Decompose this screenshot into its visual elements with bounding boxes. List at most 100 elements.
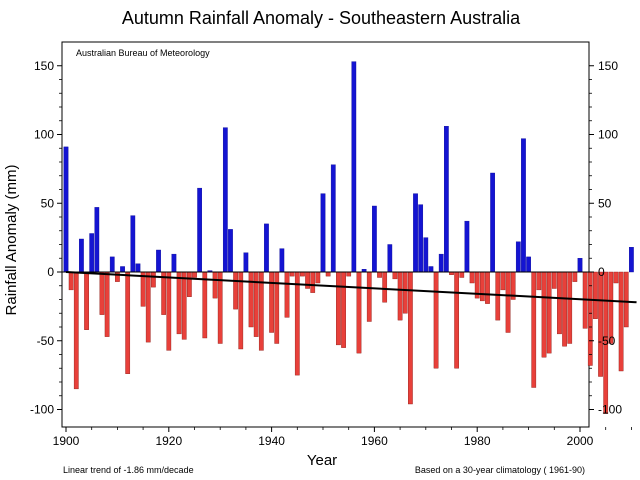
- bar-1948: [310, 271, 316, 293]
- bar-1955: [346, 271, 352, 277]
- bar-1969: [418, 204, 424, 273]
- chart-title: Autumn Rainfall Anomaly - Southeastern A…: [122, 8, 521, 28]
- bar-1984: [495, 271, 501, 321]
- y-tick-label-right: -100: [598, 403, 622, 417]
- bar-1993: [541, 271, 547, 358]
- bar-2009: [623, 271, 629, 328]
- bar-1938: [258, 271, 264, 351]
- bar-1988: [515, 241, 521, 273]
- x-tick-label: 1980: [464, 434, 491, 448]
- bar-2000: [577, 258, 583, 273]
- bar-1952: [330, 164, 336, 273]
- bar-1945: [294, 271, 300, 376]
- bar-1901: [68, 271, 74, 291]
- bar-1960: [372, 205, 377, 273]
- x-tick-label: 2000: [567, 434, 594, 448]
- bar-1966: [402, 271, 408, 314]
- bar-1953: [336, 271, 341, 346]
- bar-1931: [222, 127, 228, 273]
- bar-1983: [490, 172, 495, 273]
- bar-1934: [238, 271, 244, 350]
- bar-1912: [125, 271, 131, 374]
- bar-1929: [212, 271, 218, 299]
- plot-frame: [61, 41, 590, 428]
- y-axis-title: Rainfall Anomaly (mm): [3, 165, 20, 316]
- bar-1967: [408, 271, 413, 405]
- y-tick-label-left: -50: [37, 334, 55, 348]
- bar-1919: [161, 271, 167, 315]
- bar-1979: [469, 271, 475, 284]
- bar-1965: [397, 271, 403, 321]
- trend-note: Linear trend of -1.86 mm/decade: [63, 465, 194, 475]
- bar-1972: [433, 271, 439, 369]
- bar-2003: [593, 271, 598, 319]
- bar-1971: [428, 266, 434, 273]
- bar-1963: [387, 244, 393, 273]
- bar-1902: [73, 271, 79, 390]
- bar-1918: [156, 249, 161, 273]
- bar-1906: [94, 207, 100, 273]
- bar-1999: [572, 271, 578, 282]
- bar-1976: [454, 271, 460, 369]
- bar-1951: [325, 271, 331, 277]
- source-label: Australian Bureau of Meteorology: [76, 48, 210, 58]
- y-tick-label-left: 0: [47, 265, 54, 279]
- bar-1909: [109, 256, 115, 273]
- bar-2010: [629, 247, 634, 273]
- bar-1989: [521, 138, 526, 273]
- bar-1996: [557, 271, 562, 335]
- climatology-note: Based on a 30-year climatology ( 1961-90…: [415, 465, 585, 475]
- bar-1947: [305, 271, 310, 289]
- bar-1956: [351, 61, 357, 273]
- bar-1977: [459, 271, 465, 278]
- bar-1997: [562, 271, 567, 347]
- bar-1998: [567, 271, 573, 344]
- y-tick-label-left: 150: [34, 59, 54, 73]
- bar-1900: [63, 146, 69, 273]
- bar-1978: [464, 220, 470, 273]
- bar-1949: [315, 271, 321, 284]
- bar-1925: [192, 271, 197, 278]
- bar-1905: [89, 233, 95, 273]
- bar-1961: [377, 271, 382, 278]
- bar-1991: [531, 271, 537, 388]
- bar-1973: [438, 253, 444, 273]
- y-tick-label-left: 100: [34, 128, 54, 142]
- bar-1935: [243, 252, 249, 273]
- bar-1962: [382, 271, 388, 303]
- bar-1946: [300, 271, 305, 277]
- bar-2007: [613, 271, 619, 284]
- bar-1982: [485, 271, 490, 304]
- bar-1943: [284, 271, 290, 318]
- bar-1994: [546, 271, 552, 354]
- bar-1920: [166, 271, 172, 351]
- bar-1907: [99, 271, 105, 315]
- y-tick-label-right: 50: [598, 196, 612, 210]
- x-tick-label: 1940: [258, 434, 285, 448]
- trend-layer: [65, 271, 637, 304]
- bar-1916: [145, 271, 151, 343]
- bar-1995: [551, 271, 557, 289]
- bar-1970: [423, 237, 429, 273]
- bar-1990: [526, 256, 531, 273]
- bar-1936: [248, 271, 254, 328]
- x-tick-label: 1900: [53, 434, 80, 448]
- bar-1992: [536, 271, 542, 291]
- bar-1923: [181, 271, 187, 340]
- bar-1921: [171, 253, 177, 273]
- bar-1954: [341, 271, 346, 348]
- bar-1910: [115, 271, 120, 282]
- bar-1974: [444, 126, 449, 273]
- bar-1903: [79, 238, 84, 273]
- bar-1926: [197, 187, 202, 273]
- y-tick-label-right: 100: [598, 128, 618, 142]
- bar-1932: [228, 229, 233, 273]
- bar-2005: [603, 271, 609, 414]
- bars-layer: [62, 61, 634, 414]
- y-tick-label-right: 150: [598, 59, 618, 73]
- x-tick-label: 1920: [155, 434, 182, 448]
- y-tick-label-left: -100: [30, 403, 54, 417]
- bar-1908: [104, 271, 110, 337]
